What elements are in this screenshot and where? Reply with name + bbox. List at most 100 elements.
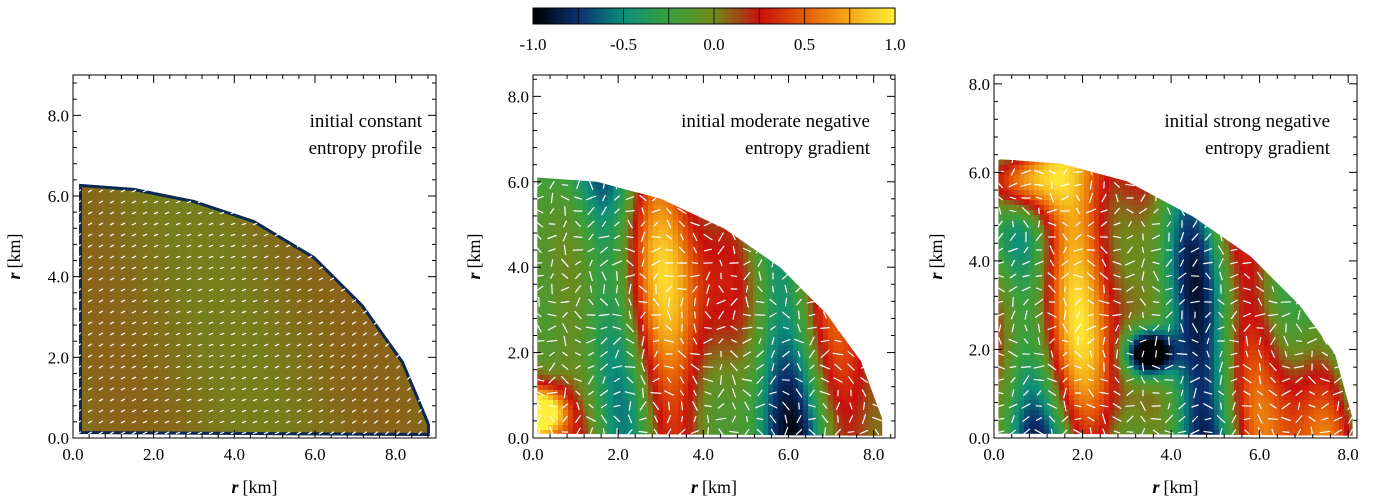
heatmap-cell bbox=[293, 230, 299, 236]
heatmap-cell bbox=[233, 180, 239, 186]
heatmap-cell bbox=[108, 95, 114, 101]
heatmap-cell bbox=[158, 420, 164, 426]
heatmap-cell bbox=[248, 270, 254, 276]
heatmap-cell bbox=[248, 210, 254, 216]
heatmap-cell bbox=[283, 210, 289, 216]
heatmap-cell bbox=[258, 230, 264, 236]
heatmap-cell bbox=[213, 350, 219, 356]
heatmap-cell bbox=[148, 235, 154, 241]
heatmap-cell bbox=[283, 205, 289, 211]
heatmap-cell bbox=[78, 95, 84, 101]
heatmap-cell bbox=[303, 100, 309, 106]
heatmap-cell bbox=[393, 265, 399, 271]
heatmap-cell bbox=[228, 225, 234, 231]
heatmap-cell bbox=[253, 425, 259, 431]
heatmap-cell bbox=[203, 380, 209, 386]
heatmap-cell bbox=[298, 215, 304, 221]
heatmap-cell bbox=[158, 285, 164, 291]
heatmap-cell bbox=[283, 100, 289, 106]
heatmap-cell bbox=[103, 290, 109, 296]
heatmap-cell bbox=[358, 355, 364, 361]
heatmap-cell bbox=[283, 115, 289, 121]
heatmap-cell bbox=[323, 225, 329, 231]
heatmap-cell bbox=[168, 315, 174, 321]
heatmap-cell bbox=[403, 305, 409, 311]
heatmap-cell bbox=[368, 300, 374, 306]
heatmap-cell bbox=[268, 240, 274, 246]
heatmap-cell bbox=[263, 425, 269, 431]
heatmap-cell bbox=[193, 135, 199, 141]
heatmap-cell bbox=[88, 100, 94, 106]
heatmap-cell bbox=[113, 235, 119, 241]
heatmap-cell bbox=[148, 255, 154, 261]
heatmap-cell bbox=[388, 375, 394, 381]
heatmap-cell bbox=[388, 415, 394, 421]
heatmap-cell bbox=[203, 420, 209, 426]
heatmap-cell bbox=[253, 150, 259, 156]
heatmap-cell bbox=[218, 350, 224, 356]
heatmap-cell bbox=[173, 280, 179, 286]
heatmap-cell bbox=[393, 215, 399, 221]
heatmap-cell bbox=[373, 425, 379, 431]
heatmap-cell bbox=[323, 280, 329, 286]
heatmap-cell bbox=[383, 260, 389, 266]
heatmap-cell bbox=[158, 375, 164, 381]
heatmap-cell bbox=[138, 340, 144, 346]
heatmap-cell bbox=[378, 265, 384, 271]
heatmap-cell bbox=[388, 360, 394, 366]
heatmap-cell bbox=[103, 400, 109, 406]
heatmap-cell bbox=[198, 380, 204, 386]
heatmap-cell bbox=[93, 200, 99, 206]
heatmap-cell bbox=[163, 165, 169, 171]
heatmap-cell bbox=[363, 90, 369, 96]
heatmap-cell bbox=[238, 340, 244, 346]
heatmap-cell bbox=[123, 215, 129, 221]
heatmap-cell bbox=[363, 235, 369, 241]
heatmap-cell bbox=[218, 405, 224, 411]
heatmap-cell bbox=[178, 175, 184, 181]
heatmap-cell bbox=[228, 295, 234, 301]
heatmap-cell bbox=[103, 390, 109, 396]
heatmap-cell bbox=[198, 145, 204, 151]
heatmap-cell bbox=[298, 290, 304, 296]
heatmap-cell bbox=[283, 105, 289, 111]
heatmap-cell bbox=[338, 270, 344, 276]
heatmap-cell bbox=[313, 395, 319, 401]
heatmap-cell bbox=[313, 300, 319, 306]
heatmap-cell bbox=[248, 130, 254, 136]
heatmap-cell bbox=[73, 245, 79, 251]
heatmap-cell bbox=[98, 175, 104, 181]
heatmap-cell bbox=[138, 255, 144, 261]
heatmap-cell bbox=[118, 235, 124, 241]
heatmap-cell bbox=[408, 330, 414, 336]
heatmap-cell bbox=[128, 90, 134, 96]
heatmap-cell bbox=[98, 215, 104, 221]
heatmap-cell bbox=[353, 235, 359, 241]
heatmap-cell bbox=[73, 345, 79, 351]
heatmap-cell bbox=[243, 225, 249, 231]
heatmap-cell bbox=[408, 215, 414, 221]
heatmap-cell bbox=[148, 385, 154, 391]
heatmap-cell bbox=[273, 180, 279, 186]
heatmap-cell bbox=[118, 315, 124, 321]
heatmap-cell bbox=[138, 245, 144, 251]
heatmap-cell bbox=[393, 275, 399, 281]
heatmap-cell bbox=[343, 240, 349, 246]
heatmap-cell bbox=[343, 255, 349, 261]
heatmap-cell bbox=[173, 235, 179, 241]
heatmap-cell bbox=[213, 225, 219, 231]
heatmap-cell bbox=[373, 360, 379, 366]
heatmap-cell bbox=[348, 425, 354, 431]
heatmap-cell bbox=[398, 250, 404, 256]
heatmap-cell bbox=[148, 425, 154, 431]
heatmap-cell bbox=[103, 340, 109, 346]
heatmap-cell bbox=[178, 90, 184, 96]
heatmap-cell bbox=[323, 240, 329, 246]
heatmap-cell bbox=[303, 185, 309, 191]
heatmap-cell bbox=[148, 350, 154, 356]
heatmap-cell bbox=[93, 80, 99, 86]
heatmap-cell bbox=[323, 350, 329, 356]
heatmap-cell bbox=[203, 350, 209, 356]
heatmap-cell bbox=[313, 250, 319, 256]
heatmap-cell bbox=[173, 350, 179, 356]
